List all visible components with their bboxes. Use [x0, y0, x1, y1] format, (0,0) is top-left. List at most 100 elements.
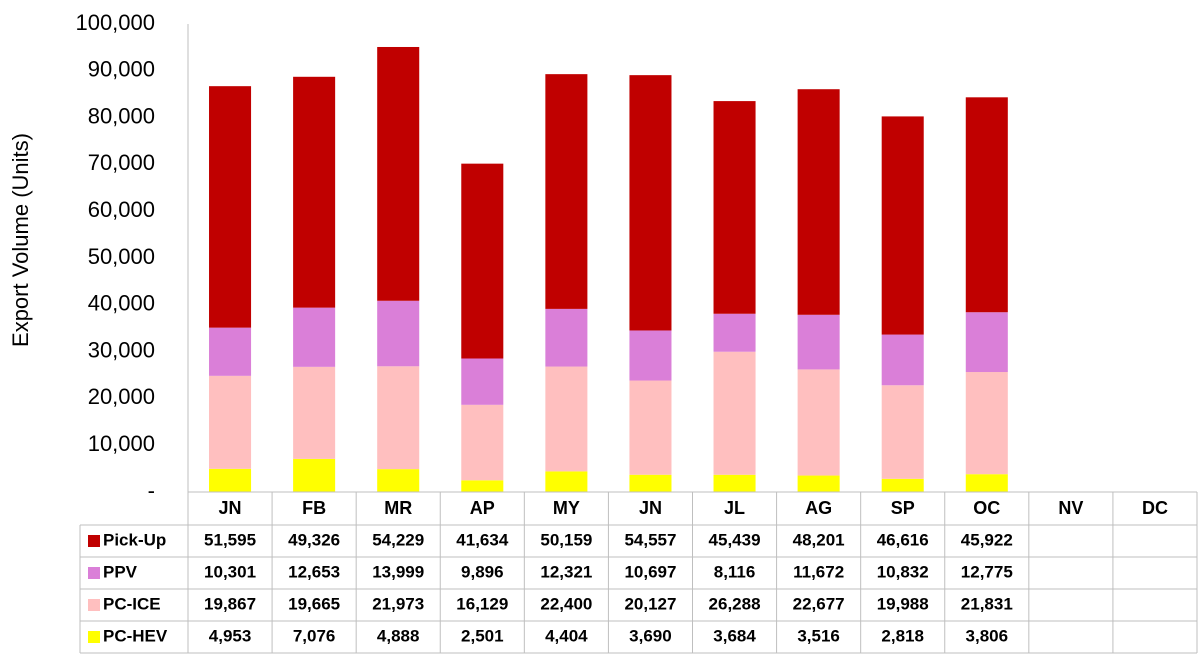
table-value: 50,159 — [540, 530, 592, 549]
legend-key — [88, 567, 100, 579]
bar-segment — [545, 74, 588, 309]
table-value: 2,818 — [881, 626, 924, 645]
bar-segment — [209, 86, 252, 328]
x-tick-label: MR — [384, 498, 412, 518]
table-value: 41,634 — [456, 530, 509, 549]
bar-segment — [377, 469, 420, 492]
legend-label: Pick-Up — [103, 530, 166, 549]
bar-segment — [461, 404, 504, 481]
y-axis-label: Export Volume (Units) — [8, 133, 33, 347]
bar-segment — [713, 313, 756, 352]
bar-segment — [965, 372, 1008, 475]
table-value: 54,229 — [372, 530, 424, 549]
y-tick-label: 80,000 — [88, 103, 155, 128]
table-value: 3,516 — [797, 626, 840, 645]
table-value: 10,301 — [204, 562, 256, 581]
table-value: 45,922 — [961, 530, 1013, 549]
x-tick-label: DC — [1142, 498, 1168, 518]
bar-segment — [545, 471, 588, 492]
bar-segment — [209, 327, 252, 376]
bar-segment — [293, 76, 336, 308]
x-tick-label: JN — [219, 498, 242, 518]
bar-segment — [293, 458, 336, 492]
table-value: 51,595 — [204, 530, 256, 549]
bar-segment — [629, 380, 672, 475]
y-tick-label: 40,000 — [88, 291, 155, 316]
table-value: 22,677 — [793, 594, 845, 613]
table-value: 11,672 — [793, 562, 844, 581]
y-tick-label: 30,000 — [88, 337, 155, 362]
table-value: 45,439 — [709, 530, 761, 549]
table-value: 21,831 — [961, 594, 1013, 613]
table-value: 54,557 — [624, 530, 676, 549]
bar-segment — [629, 330, 672, 381]
bar-segment — [293, 366, 336, 459]
table-value: 16,129 — [456, 594, 508, 613]
bar-segment — [461, 480, 504, 492]
table-value: 21,973 — [372, 594, 424, 613]
legend-key — [88, 599, 100, 611]
bar-segment — [461, 358, 504, 405]
bar-segment — [965, 312, 1008, 373]
y-tick-label: - — [148, 478, 155, 503]
table-value: 3,690 — [629, 626, 672, 645]
x-tick-label: NV — [1058, 498, 1083, 518]
bar-segment — [965, 97, 1008, 313]
table-value: 12,653 — [288, 562, 340, 581]
y-tick-label: 10,000 — [88, 431, 155, 456]
bar-segment — [209, 468, 252, 492]
bar-segment — [881, 478, 924, 492]
y-tick-label: 60,000 — [88, 197, 155, 222]
table-value: 19,665 — [288, 594, 340, 613]
bar-segment — [545, 308, 588, 367]
y-tick-label: 70,000 — [88, 150, 155, 175]
table-value: 12,321 — [540, 562, 592, 581]
legend-label: PC-HEV — [103, 626, 168, 645]
bar-segment — [713, 101, 756, 314]
bar-segment — [377, 366, 420, 470]
table-value: 22,400 — [540, 594, 592, 613]
x-tick-label: MY — [553, 498, 580, 518]
bar-segment — [461, 163, 504, 359]
table-value: 12,775 — [961, 562, 1013, 581]
table-value: 3,806 — [966, 626, 1009, 645]
bar-segment — [797, 314, 840, 370]
table-value: 4,404 — [545, 626, 588, 645]
legend-label: PC-ICE — [103, 594, 161, 613]
legend-key — [88, 631, 100, 643]
table-value: 7,076 — [293, 626, 336, 645]
table-value: 19,867 — [204, 594, 256, 613]
bar-segment — [629, 474, 672, 492]
y-tick-label: 50,000 — [88, 244, 155, 269]
table-value: 9,896 — [461, 562, 504, 581]
bar-segment — [797, 369, 840, 476]
x-tick-label: JL — [724, 498, 745, 518]
bar-segment — [713, 351, 756, 475]
bar-segment — [545, 366, 588, 472]
table-value: 19,988 — [877, 594, 929, 613]
bar-segment — [797, 89, 840, 315]
table-value: 48,201 — [793, 530, 845, 549]
bar-segment — [881, 116, 924, 335]
x-tick-label: SP — [891, 498, 915, 518]
table-value: 10,697 — [624, 562, 676, 581]
bar-segment — [377, 300, 420, 367]
bar-segment — [881, 385, 924, 479]
table-value: 4,953 — [209, 626, 252, 645]
legend-label: PPV — [103, 562, 138, 581]
table-value: 8,116 — [714, 562, 756, 581]
y-tick-label: 100,000 — [75, 10, 155, 35]
bar-segment — [881, 334, 924, 386]
table-value: 26,288 — [709, 594, 761, 613]
bar-segment — [797, 475, 840, 492]
x-tick-label: FB — [302, 498, 326, 518]
table-value: 4,888 — [377, 626, 420, 645]
bar-segment — [713, 474, 756, 492]
legend-key — [88, 535, 100, 547]
x-tick-label: AG — [805, 498, 832, 518]
table-value: 3,684 — [713, 626, 756, 645]
bar-segment — [377, 46, 420, 301]
x-tick-label: JN — [639, 498, 662, 518]
table-value: 10,832 — [877, 562, 929, 581]
